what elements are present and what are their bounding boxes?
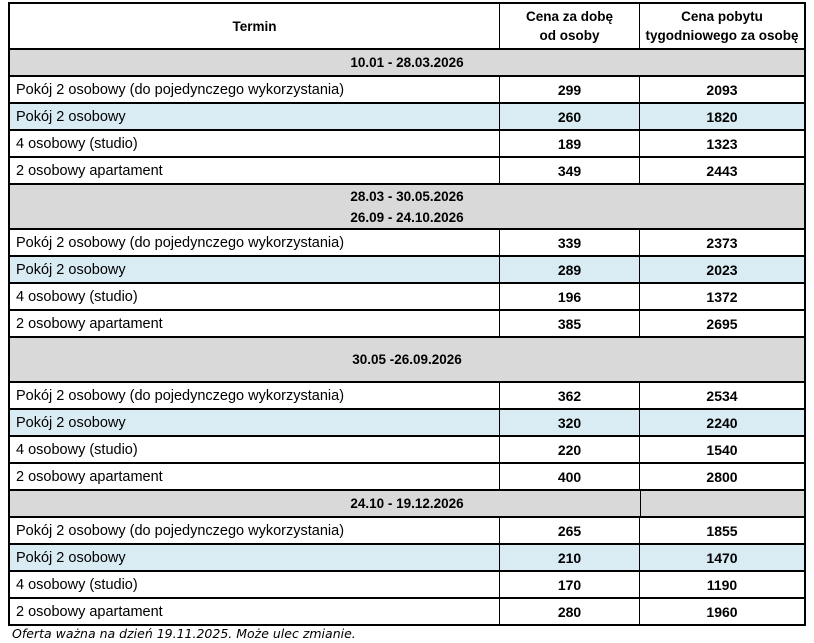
table-row: 4 osobowy (studio) 196 1372 [10,282,804,309]
daily-price: 299 [499,77,639,102]
room-type-label: Pokój 2 osobowy [16,549,126,566]
table-row: Pokój 2 osobowy (do pojedynczego wykorzy… [10,516,804,543]
room-type-label: 4 osobowy (studio) [16,576,138,593]
weekly-price: 2800 [639,464,804,489]
daily-price: 362 [499,383,639,408]
weekly-price: 1855 [639,518,804,543]
room-type-label: 2 osobowy apartament [16,603,163,620]
weekly-price: 1372 [639,284,804,309]
daily-price: 400 [499,464,639,489]
daily-price: 349 [499,158,639,183]
section-date-range: 26.09 - 24.10.2026 [350,209,464,225]
table-row: Pokój 2 osobowy 320 2240 [10,408,804,435]
room-type-label: Pokój 2 osobowy (do pojedynczego wykorzy… [16,522,345,539]
section-date-range: 28.03 - 30.05.2026 [350,188,464,204]
room-type-label: Pokój 2 osobowy (do pojedynczego wykorzy… [16,234,345,251]
section-header-period-1: 10.01 - 28.03.2026 [10,48,804,75]
weekly-price: 1190 [639,572,804,597]
weekly-price: 2023 [639,257,804,282]
room-type-label: Pokój 2 osobowy (do pojedynczego wykorzy… [16,81,345,98]
price-table: Termin Cena za dobę od osoby Cena pobytu… [8,2,806,626]
column-header-weekly-line2: tygodniowego za osobę [645,28,799,43]
daily-price: 196 [499,284,639,309]
weekly-price: 2695 [639,311,804,336]
daily-price: 339 [499,230,639,255]
column-header-daily-line1: Cena za dobę [525,9,614,24]
weekly-price: 2093 [639,77,804,102]
weekly-price: 2443 [639,158,804,183]
column-header-weekly-price: Cena pobytu tygodniowego za osobę [639,4,804,48]
weekly-price: 2534 [639,383,804,408]
room-type-label: Pokój 2 osobowy (do pojedynczego wykorzy… [16,387,345,404]
table-row: Pokój 2 osobowy (do pojedynczego wykorzy… [10,381,804,408]
header-row: Termin Cena za dobę od osoby Cena pobytu… [10,4,804,48]
offer-validity-note: Oferta ważna na dzień 19.11.2025. Może u… [12,626,356,641]
room-type-label: 2 osobowy apartament [16,468,163,485]
table-row: 4 osobowy (studio) 189 1323 [10,129,804,156]
column-header-daily-line2: od osoby [539,28,600,43]
room-type-label: Pokój 2 osobowy [16,414,126,431]
room-type-label: 2 osobowy apartament [16,162,163,179]
room-type-label: 4 osobowy (studio) [16,135,138,152]
weekly-price: 2373 [639,230,804,255]
weekly-price: 2240 [639,410,804,435]
daily-price: 385 [499,311,639,336]
room-type-label: Pokój 2 osobowy [16,261,126,278]
column-header-daily-price: Cena za dobę od osoby [499,4,639,48]
room-type-label: 4 osobowy (studio) [16,441,138,458]
weekly-price: 1960 [639,599,804,624]
daily-price: 289 [499,257,639,282]
column-divider [640,491,641,516]
table-row: 2 osobowy apartament 280 1960 [10,597,804,624]
weekly-price: 1470 [639,545,804,570]
daily-price: 265 [499,518,639,543]
column-header-termin: Termin [232,18,277,34]
daily-price: 280 [499,599,639,624]
table-row: 4 osobowy (studio) 170 1190 [10,570,804,597]
daily-price: 220 [499,437,639,462]
table-row: Pokój 2 osobowy (do pojedynczego wykorzy… [10,75,804,102]
section-header-period-2: 28.03 - 30.05.2026 26.09 - 24.10.2026 [10,183,804,228]
room-type-label: Pokój 2 osobowy [16,108,126,125]
room-type-label: 2 osobowy apartament [16,315,163,332]
daily-price: 170 [499,572,639,597]
weekly-price: 1820 [639,104,804,129]
column-header-weekly-line1: Cena pobytu [681,9,763,24]
table-row: 2 osobowy apartament 400 2800 [10,462,804,489]
table-row: Pokój 2 osobowy 210 1470 [10,543,804,570]
section-date-range: 24.10 - 19.12.2026 [350,496,464,511]
section-date-range: 30.05 -26.09.2026 [352,352,462,367]
weekly-price: 1540 [639,437,804,462]
daily-price: 260 [499,104,639,129]
daily-price: 320 [499,410,639,435]
daily-price: 189 [499,131,639,156]
weekly-price: 1323 [639,131,804,156]
section-header-period-4: 24.10 - 19.12.2026 [10,489,804,516]
table-row: Pokój 2 osobowy 260 1820 [10,102,804,129]
table-row: 2 osobowy apartament 385 2695 [10,309,804,336]
table-row: 2 osobowy apartament 349 2443 [10,156,804,183]
section-date-range: 10.01 - 28.03.2026 [350,55,464,70]
table-row: Pokój 2 osobowy 289 2023 [10,255,804,282]
room-type-label: 4 osobowy (studio) [16,288,138,305]
daily-price: 210 [499,545,639,570]
table-row: 4 osobowy (studio) 220 1540 [10,435,804,462]
table-row: Pokój 2 osobowy (do pojedynczego wykorzy… [10,228,804,255]
section-header-period-3: 30.05 -26.09.2026 [10,336,804,381]
